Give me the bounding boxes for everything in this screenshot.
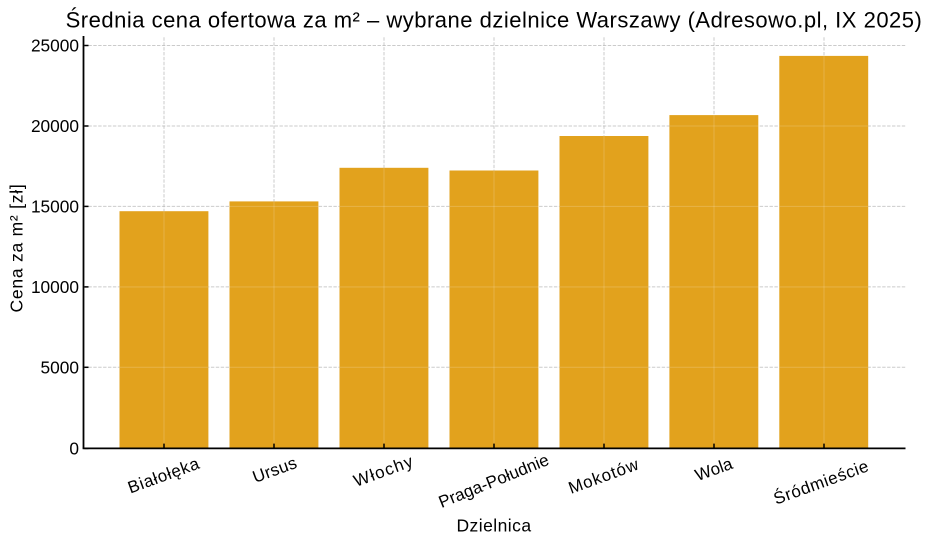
svg-text:20000: 20000 [31, 116, 79, 136]
svg-text:10000: 10000 [31, 277, 79, 297]
svg-text:0: 0 [69, 439, 79, 459]
svg-text:Średnia cena ofertowa za m² –: Średnia cena ofertowa za m² – wybrane dz… [66, 8, 923, 33]
svg-text:15000: 15000 [31, 197, 79, 217]
svg-text:25000: 25000 [31, 36, 79, 56]
svg-text:Cena za m² [zł]: Cena za m² [zł] [7, 184, 27, 313]
svg-text:Dzielnica: Dzielnica [456, 516, 531, 536]
svg-text:5000: 5000 [41, 357, 79, 377]
